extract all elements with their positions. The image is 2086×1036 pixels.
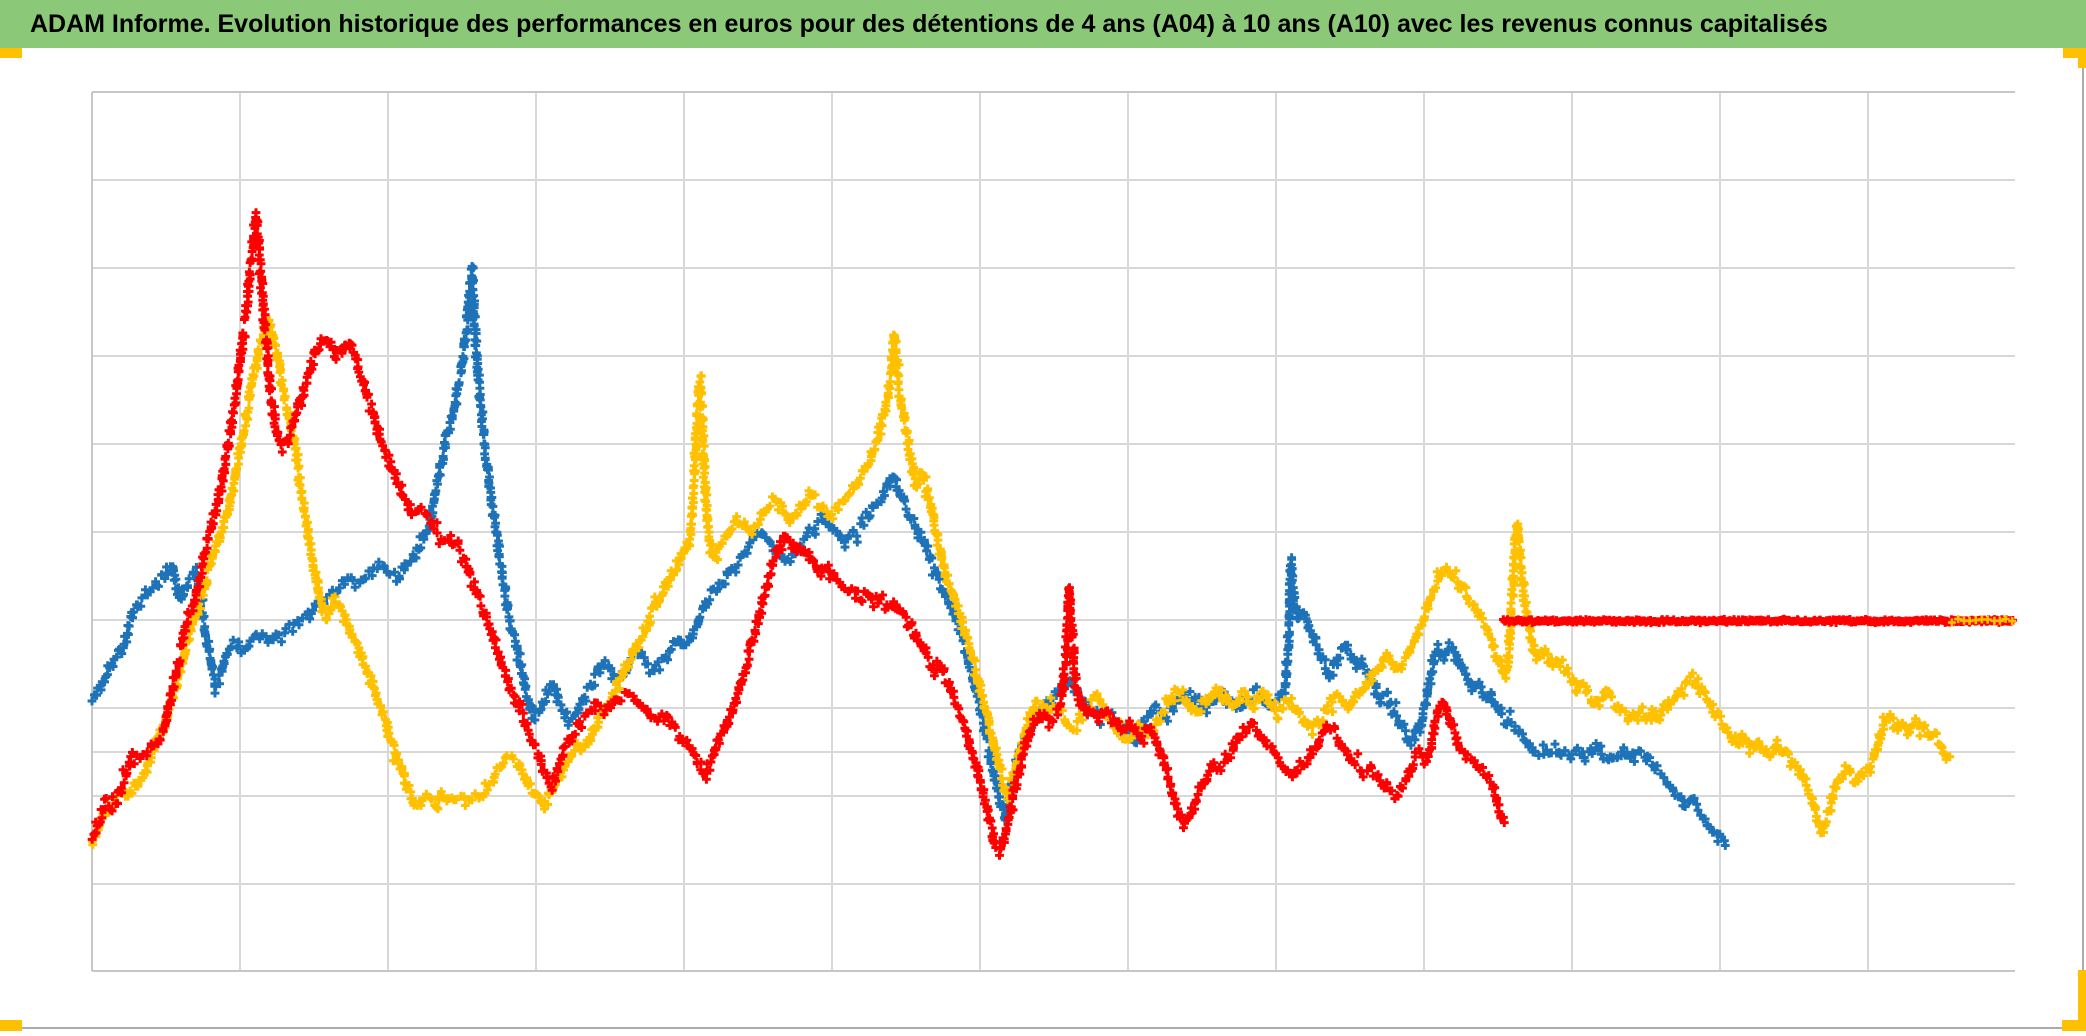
series-gold-flecks <box>1947 615 2017 627</box>
selection-corner-top-left <box>0 48 22 58</box>
selection-corner-bottom-right <box>2062 1020 2086 1031</box>
selection-corner-bottom-right-stub <box>2078 970 2086 1031</box>
gridlines <box>91 91 2015 972</box>
window-edge-line <box>2082 48 2084 1031</box>
selection-corner-bottom-left <box>0 1020 22 1031</box>
series-red-line <box>1499 614 2018 628</box>
selection-corner-top-right <box>2063 48 2086 58</box>
selection-corner-top-right-stub <box>2078 48 2086 68</box>
bottom-rule-line <box>0 1027 2086 1029</box>
page-title: ADAM Informe. Evolution historique des p… <box>30 9 1828 38</box>
title-bar: ADAM Informe. Evolution historique des p… <box>0 0 2086 48</box>
series-red <box>87 208 1509 860</box>
